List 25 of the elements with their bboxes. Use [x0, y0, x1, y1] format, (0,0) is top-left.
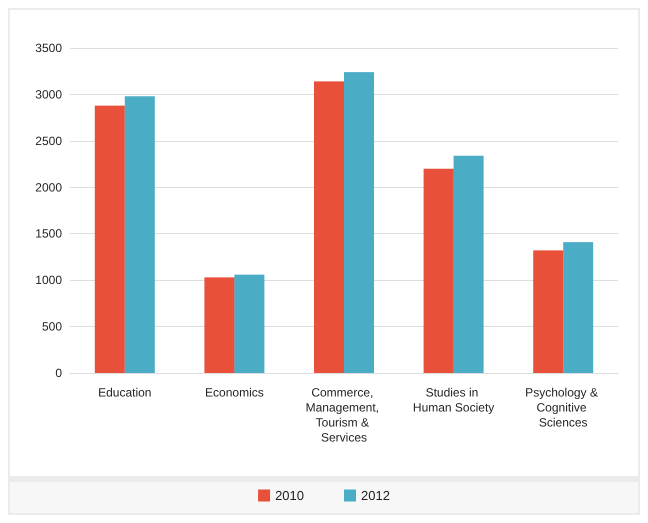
y-tick-label: 2000	[35, 180, 62, 194]
y-tick-label: 0	[55, 366, 62, 380]
legend-label: 2012	[361, 488, 390, 503]
y-tick-label: 1500	[35, 226, 62, 241]
bar	[94, 106, 125, 373]
y-tick-label: 1000	[35, 273, 62, 288]
y-tick-label: 500	[42, 320, 62, 334]
bar	[124, 96, 155, 373]
y-tick-label: 3500	[35, 41, 62, 55]
bar	[533, 250, 564, 373]
x-tick-label: Economics	[205, 386, 264, 400]
y-tick-label: 3000	[35, 87, 62, 102]
x-tick-label: Psychology & Cognitive Sciences	[525, 386, 602, 430]
bar	[563, 242, 594, 373]
bar	[234, 274, 264, 373]
bar	[454, 156, 484, 373]
x-tick-label: Studies in Human Society	[412, 386, 494, 414]
bar	[424, 168, 454, 373]
bar	[344, 72, 374, 373]
y-tick-label: 2500	[35, 134, 62, 148]
x-tick-label: Education	[98, 386, 152, 400]
legend-label: 2010	[275, 488, 304, 503]
bar	[314, 81, 344, 373]
x-tick-label: Commerce, Management, Tourism & Services	[306, 386, 382, 444]
bar	[204, 277, 234, 373]
